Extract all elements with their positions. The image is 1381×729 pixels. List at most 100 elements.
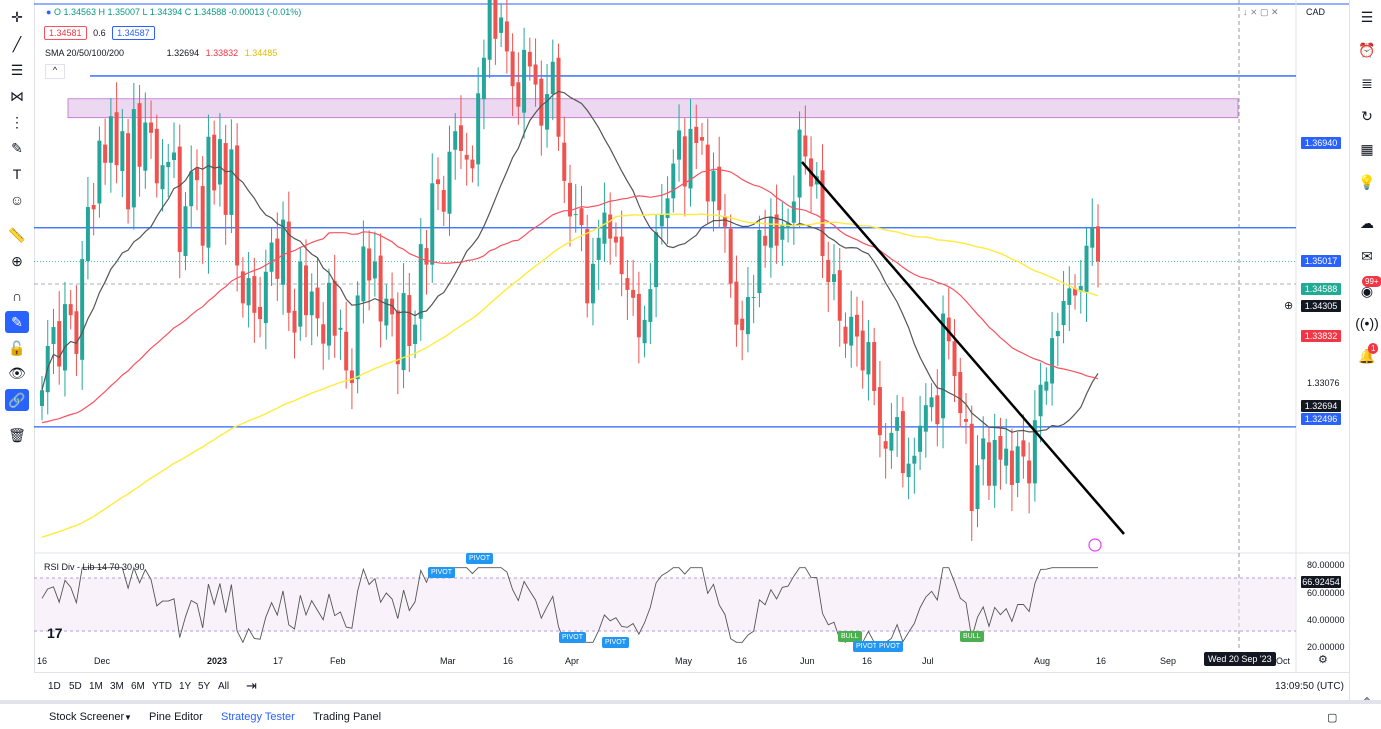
price-label-36940: 1.36940 (1301, 137, 1341, 149)
emoji-icon[interactable]: ☺ (9, 192, 25, 208)
magnet-icon[interactable]: ∩ (11, 288, 23, 304)
candle-body (103, 144, 108, 163)
bull-label: BULL (960, 631, 984, 642)
crosshair-icon[interactable]: ✛ (11, 8, 23, 25)
range-all[interactable]: All (218, 681, 230, 692)
candle-body (843, 326, 848, 344)
candle-body (636, 293, 641, 338)
candle-body (493, 0, 498, 39)
candle-body (384, 298, 389, 326)
range-1y[interactable]: 1Y (179, 681, 192, 692)
list-add-icon[interactable]: ≣ (1361, 74, 1373, 91)
candle-body (654, 232, 659, 288)
range-5d[interactable]: 5D (69, 681, 82, 692)
hotlist-icon[interactable]: ↻ (1361, 107, 1373, 124)
candle-body (476, 93, 481, 165)
candle-body (57, 321, 62, 367)
x-label: 17 (273, 656, 284, 666)
range-ytd[interactable]: YTD (152, 681, 172, 692)
rsi-legend[interactable]: RSI Div - Lib 14 70 30 90 (44, 562, 145, 572)
ask-box[interactable]: 1.34587 (112, 26, 155, 40)
axis-label-33076: 1.33076 (1307, 378, 1340, 388)
bid-box[interactable]: 1.34581 (44, 26, 87, 40)
chat-cloud-icon[interactable]: ☁ (1360, 214, 1374, 231)
candle-body (361, 246, 366, 302)
candle-body (304, 265, 308, 316)
ruler-icon[interactable]: 📏 (8, 226, 26, 243)
candle-body (40, 390, 44, 407)
currency-label[interactable]: CAD (1306, 7, 1326, 17)
link-icon[interactable]: 🔗 (5, 389, 29, 411)
trendline-icon[interactable]: ╱ (12, 35, 22, 52)
candle-body (436, 179, 440, 185)
watchlist-icon[interactable]: ☰ (1360, 8, 1374, 25)
ohlc-values: O 1.34563 H 1.35007 L 1.34394 C 1.34588 … (53, 7, 302, 17)
alarm-clock-icon[interactable]: ⏰ (1358, 41, 1376, 58)
sma-label[interactable]: SMA 20/50/100/200 (45, 48, 125, 58)
range-5y[interactable]: 5Y (198, 681, 211, 692)
broadcast-icon[interactable]: ((•)) (1355, 315, 1379, 331)
utc-clock[interactable]: 13:09:50 (UTC) (1275, 681, 1344, 692)
tradingview-logo[interactable]: 17 (47, 625, 63, 641)
range-6m[interactable]: 6M (131, 681, 145, 692)
add-level-icon[interactable]: ⊕ (1284, 300, 1294, 312)
candle-body (217, 139, 222, 185)
brush-icon[interactable]: ✎ (11, 139, 23, 156)
candle-body (590, 263, 595, 304)
candle-body (1061, 300, 1066, 326)
ohlc-legend: ● O 1.34563 H 1.35007 L 1.34394 C 1.3458… (46, 7, 301, 17)
x-label: 16 (37, 656, 48, 666)
candle-body (200, 186, 205, 246)
range-1d[interactable]: 1D (48, 681, 61, 692)
collapse-legend-button[interactable]: ^ (45, 64, 65, 79)
zoom-icon[interactable]: ⊕ (11, 252, 23, 269)
candle-body (705, 144, 710, 202)
pattern-icon[interactable]: ⋈ (10, 87, 24, 104)
candle-body (545, 94, 550, 130)
candle-body (648, 289, 653, 322)
calendar-icon[interactable]: ▦ (1360, 140, 1374, 157)
tab-stock-screener[interactable]: Stock Screener (49, 711, 125, 723)
candle-body (866, 342, 871, 375)
range-1m[interactable]: 1M (89, 681, 103, 692)
trash-icon[interactable]: 🗑 (8, 426, 26, 443)
goto-date-icon[interactable]: ⇥ (246, 678, 257, 693)
pane-controls[interactable]: ↓ ⨯ ▢ ✕ (1243, 7, 1279, 17)
candle-body (453, 131, 458, 150)
tab-trading-panel[interactable]: Trading Panel (313, 711, 382, 723)
fib-icon[interactable]: ⋮ (10, 113, 24, 130)
candle-body (137, 103, 142, 167)
candle-body (510, 51, 515, 87)
price-label-sma-mid: 1.33832 (1301, 330, 1341, 342)
tab-pine-editor[interactable]: Pine Editor (149, 711, 203, 723)
visibility-dot-icon[interactable]: ● (46, 7, 52, 17)
candle-body (338, 327, 343, 330)
candle-body (246, 278, 251, 306)
candle-body (1078, 285, 1083, 292)
x-label: Dec (94, 656, 111, 666)
sma-100-line (41, 213, 1099, 538)
stay-drawing-icon[interactable]: ✎ (5, 311, 29, 333)
horizontal-lines-icon[interactable]: ☰ (10, 61, 24, 78)
text-icon[interactable]: T (12, 166, 22, 182)
tab-strategy-tester[interactable]: Strategy Tester (221, 711, 295, 723)
bull-label: BULL (838, 631, 862, 642)
message-icon[interactable]: ✉ (1361, 247, 1373, 264)
candle-body (481, 57, 486, 100)
range-3m[interactable]: 3M (110, 681, 124, 692)
settings-gear-icon[interactable]: ⚙ (1318, 654, 1328, 666)
price-label-sma-fast: 1.32694 (1301, 400, 1341, 412)
candle-body (803, 135, 808, 157)
candle-body (969, 423, 974, 512)
main-chart[interactable] (34, 0, 1349, 672)
candle-body (441, 190, 446, 212)
maximize-panel-icon[interactable]: ▢ (1327, 712, 1338, 724)
chevron-down-icon[interactable]: ▼ (124, 713, 132, 722)
candle-body (504, 21, 509, 52)
ideas-bulb-icon[interactable]: 💡 (1358, 173, 1376, 190)
candle-body (172, 152, 176, 161)
eye-icon[interactable]: 👁 (8, 364, 26, 381)
lock-icon[interactable]: 🔓 (8, 339, 26, 356)
candle-body (189, 171, 194, 207)
x-label: Sep (1160, 656, 1177, 666)
